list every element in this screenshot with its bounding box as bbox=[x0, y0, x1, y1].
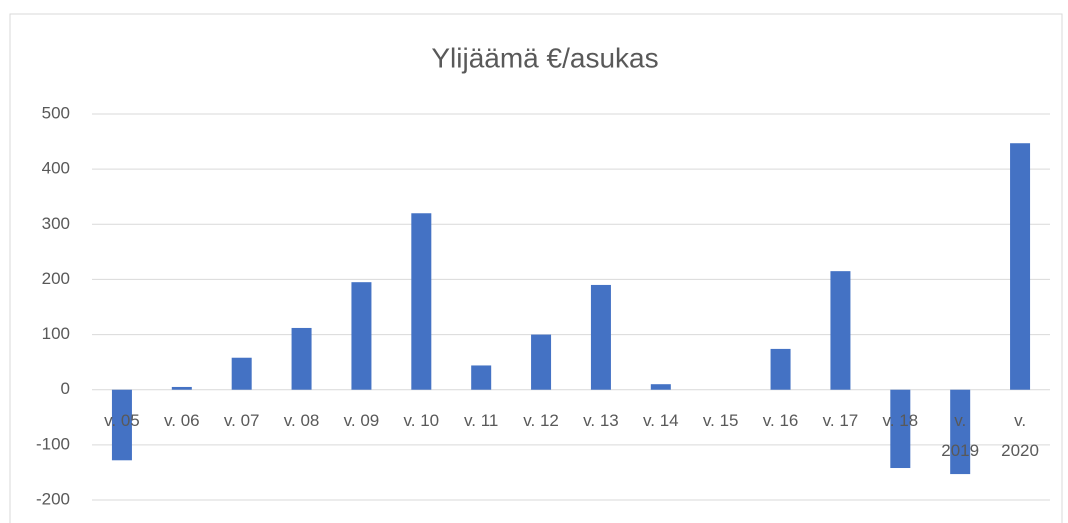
bar bbox=[291, 327, 312, 390]
x-tick-label: v. 05 bbox=[104, 410, 140, 430]
y-tick-label: -200 bbox=[36, 489, 70, 508]
bar bbox=[1010, 143, 1031, 390]
chart-title: Ylijäämä €/asukas bbox=[431, 42, 658, 73]
x-tick-label: v. 2020 bbox=[1001, 410, 1039, 460]
bar bbox=[590, 284, 611, 390]
bar bbox=[950, 389, 971, 475]
y-tick-label: 0 bbox=[61, 379, 70, 398]
bar bbox=[890, 389, 911, 469]
bar bbox=[830, 271, 851, 390]
x-tick-label: v. 17 bbox=[822, 410, 859, 430]
x-tick-label: v. 13 bbox=[583, 410, 619, 430]
bar bbox=[471, 365, 492, 390]
bar bbox=[111, 389, 132, 461]
y-tick-label: 300 bbox=[42, 214, 70, 233]
bar bbox=[231, 357, 252, 390]
bar bbox=[171, 386, 192, 390]
bar bbox=[531, 334, 552, 390]
x-tick-label: v. 14 bbox=[643, 410, 679, 430]
y-tick-label: 100 bbox=[42, 324, 70, 343]
bar bbox=[411, 213, 432, 390]
y-tick-label: 500 bbox=[42, 103, 70, 122]
x-tick-label: v. 10 bbox=[403, 410, 440, 430]
x-tick-label: v. 06 bbox=[164, 410, 200, 430]
x-tick-label: v. 16 bbox=[762, 410, 799, 430]
x-tick-label: v. 08 bbox=[283, 410, 320, 430]
x-tick-label: v. 18 bbox=[882, 410, 919, 430]
x-tick-label: v. 15 bbox=[702, 410, 739, 430]
chart-frame bbox=[9, 13, 1063, 523]
x-tick-label: v. 2019 bbox=[941, 410, 980, 460]
x-tick-label: v. 11 bbox=[464, 410, 499, 430]
y-tick-label: 200 bbox=[42, 269, 70, 288]
x-tick-label: v. 09 bbox=[343, 410, 380, 430]
bar bbox=[351, 282, 372, 390]
bar bbox=[650, 384, 671, 390]
y-tick-label: 400 bbox=[42, 159, 70, 178]
x-tick-label: v. 12 bbox=[523, 410, 559, 430]
x-tick-label: v. 07 bbox=[223, 410, 260, 430]
bar bbox=[770, 348, 791, 390]
y-tick-label: -100 bbox=[36, 434, 70, 453]
